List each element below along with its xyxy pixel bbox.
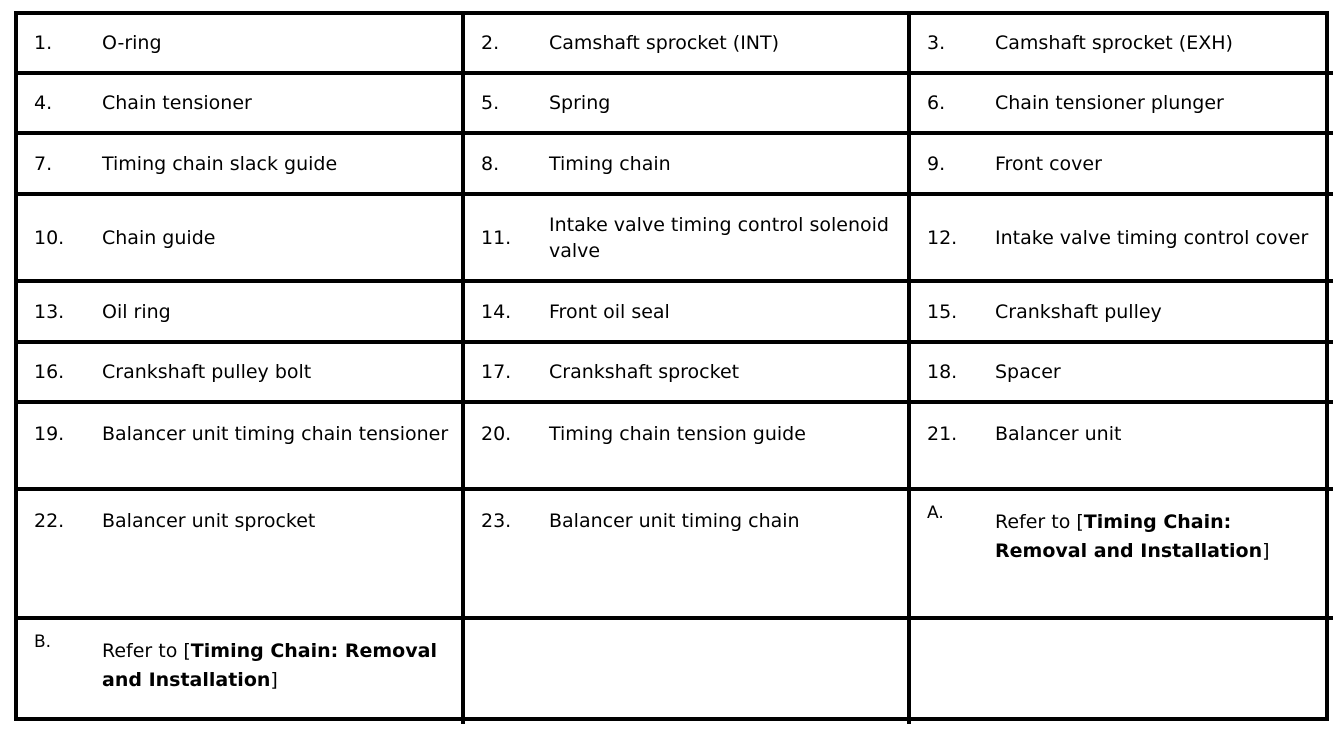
item-number: 1. xyxy=(34,32,53,54)
part-name: Timing chain tension guide xyxy=(549,423,806,445)
item-number: 4. xyxy=(34,92,53,114)
part-name: Crankshaft pulley xyxy=(995,300,1162,323)
item-number: 17. xyxy=(481,361,512,383)
legend-cell: 6. Chain tensioner plunger xyxy=(911,75,1333,135)
item-number: 15. xyxy=(927,300,958,323)
part-name: Camshaft sprocket (EXH) xyxy=(995,32,1233,54)
refer-prefix: Refer to [ xyxy=(102,640,191,662)
part-name: Spacer xyxy=(995,361,1061,383)
empty-cell xyxy=(911,620,1333,724)
part-name: Timing chain xyxy=(549,152,671,175)
legend-cell: 17. Crankshaft sprocket xyxy=(465,344,911,404)
legend-cell: 7. Timing chain slack guide xyxy=(18,135,465,196)
item-number: B. xyxy=(34,632,52,652)
legend-cell: 10. Chain guide xyxy=(18,196,465,283)
reference-link[interactable]: Timing Chain: Removal and Installation xyxy=(102,640,437,691)
item-number: 21. xyxy=(927,423,958,445)
item-number: 9. xyxy=(927,152,946,175)
part-name: O-ring xyxy=(102,32,162,54)
legend-cell: 19. Balancer unit timing chain tensioner xyxy=(18,404,465,491)
item-number: A. xyxy=(927,503,944,523)
refer-suffix: ] xyxy=(270,669,278,691)
part-name: Timing chain slack guide xyxy=(102,152,338,175)
item-number: 14. xyxy=(481,300,512,323)
item-number: 8. xyxy=(481,152,500,175)
item-number: 13. xyxy=(34,300,65,323)
part-name: Chain tensioner plunger xyxy=(995,92,1224,114)
legend-cell: 18. Spacer xyxy=(911,344,1333,404)
legend-cell: 5. Spring xyxy=(465,75,911,135)
legend-cell: 13. Oil ring xyxy=(18,283,465,344)
legend-cell: B. Refer to [Timing Chain: Removal and In… xyxy=(18,620,465,724)
part-name: Intake valve timing control solenoid val… xyxy=(549,213,889,262)
refer-suffix: ] xyxy=(1262,540,1270,562)
legend-cell: 22. Balancer unit sprocket xyxy=(18,491,465,620)
reference-link[interactable]: Timing Chain: Removal and Installation xyxy=(995,511,1263,562)
legend-cell: 14. Front oil seal xyxy=(465,283,911,344)
legend-cell: 21. Balancer unit xyxy=(911,404,1333,491)
part-name: Oil ring xyxy=(102,300,171,323)
reference-text: Refer to [Timing Chain: Removal and Inst… xyxy=(102,637,461,695)
part-name: Balancer unit timing chain xyxy=(549,510,800,532)
part-name: Chain tensioner xyxy=(102,92,252,114)
part-name: Crankshaft pulley bolt xyxy=(102,361,312,383)
item-number: 16. xyxy=(34,361,65,383)
legend-cell: A. Refer to [Timing Chain: Removal and In… xyxy=(911,491,1333,620)
item-number: 3. xyxy=(927,32,946,54)
item-number: 2. xyxy=(481,32,500,54)
part-name: Intake valve timing control cover xyxy=(995,226,1309,249)
legend-cell: 20. Timing chain tension guide xyxy=(465,404,911,491)
part-name: Balancer unit timing chain tensioner xyxy=(102,423,449,445)
reference-text: Refer to [Timing Chain: Removal and Inst… xyxy=(995,508,1333,566)
legend-cell: 11. Intake valve timing control solenoid … xyxy=(465,196,911,283)
legend-cell: 12. Intake valve timing control cover xyxy=(911,196,1333,283)
item-number: 18. xyxy=(927,361,958,383)
part-name: Balancer unit xyxy=(995,423,1122,445)
part-name: Front oil seal xyxy=(549,300,670,323)
item-number: 23. xyxy=(481,510,512,532)
parts-legend-table: 1. O-ring 2. Camshaft sprocket (INT) 3. Camsh… xyxy=(14,11,1333,724)
legend-cell: 16. Crankshaft pulley bolt xyxy=(18,344,465,404)
item-number: 5. xyxy=(481,92,500,114)
item-number: 6. xyxy=(927,92,946,114)
legend-cell: 15. Crankshaft pulley xyxy=(911,283,1333,344)
part-name: Crankshaft sprocket xyxy=(549,361,740,383)
part-name: Camshaft sprocket (INT) xyxy=(549,32,780,54)
part-name: Spring xyxy=(549,92,611,114)
item-number: 10. xyxy=(34,226,65,249)
legend-cell: 2. Camshaft sprocket (INT) xyxy=(465,15,911,75)
legend-cell: 9. Front cover xyxy=(911,135,1333,196)
empty-cell xyxy=(465,620,911,724)
item-number: 7. xyxy=(34,152,53,175)
legend-cell: 1. O-ring xyxy=(18,15,465,75)
part-name: Chain guide xyxy=(102,226,216,249)
legend-cell: 8. Timing chain xyxy=(465,135,911,196)
item-number: 19. xyxy=(34,423,65,445)
item-number: 20. xyxy=(481,423,512,445)
item-number: 12. xyxy=(927,226,958,249)
item-number: 22. xyxy=(34,510,65,532)
legend-cell: 3. Camshaft sprocket (EXH) xyxy=(911,15,1333,75)
legend-cell: 4. Chain tensioner xyxy=(18,75,465,135)
part-name: Front cover xyxy=(995,152,1102,175)
legend-cell: 23. Balancer unit timing chain xyxy=(465,491,911,620)
part-name: Balancer unit sprocket xyxy=(102,510,316,532)
refer-prefix: Refer to [ xyxy=(995,511,1084,533)
item-number: 11. xyxy=(481,226,512,249)
